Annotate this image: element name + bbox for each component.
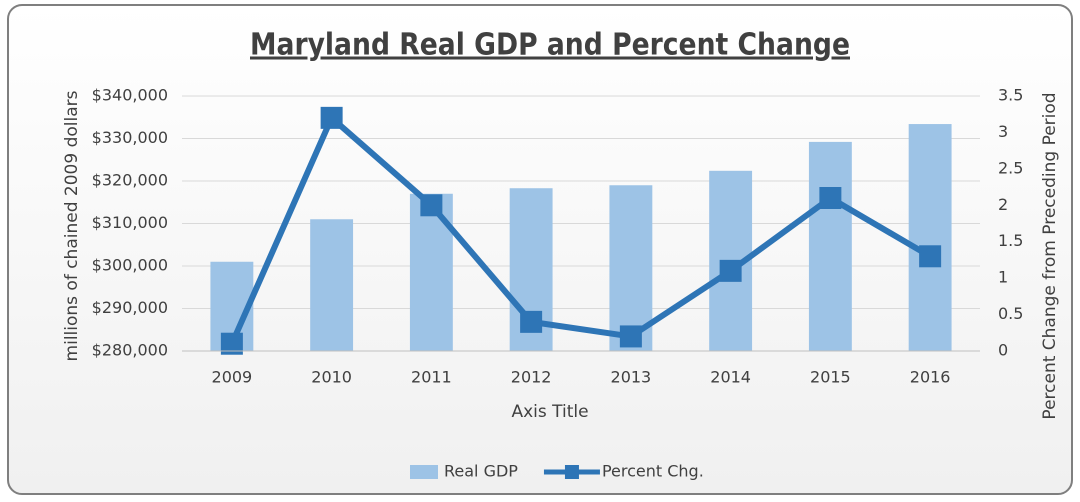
y2-tick-label: 3.5 — [998, 86, 1023, 105]
line-marker — [520, 310, 543, 333]
line-marker — [819, 187, 842, 209]
line-marker — [320, 106, 343, 129]
x-tick-label: 2012 — [511, 368, 552, 387]
y2-tick-label: 0.5 — [998, 304, 1023, 323]
bar — [409, 193, 453, 351]
y-tick-label: $300,000 — [92, 256, 168, 275]
legend-label: Real GDP — [444, 462, 518, 481]
y-tick-label: $330,000 — [92, 128, 168, 147]
bar — [908, 124, 952, 351]
x-tick-label: 2016 — [910, 368, 951, 387]
y2-tick-label: 1.5 — [998, 231, 1023, 250]
line-marker — [919, 245, 942, 268]
y2-tick-label: 3 — [998, 122, 1008, 141]
legend-swatch — [564, 465, 579, 479]
x-tick-label: 2009 — [212, 368, 253, 387]
x-tick-label: 2013 — [611, 368, 652, 387]
legend-label: Percent Chg. — [602, 462, 704, 481]
y-tick-label: $280,000 — [92, 341, 168, 360]
line-marker — [619, 325, 642, 348]
y-tick-label: $340,000 — [92, 86, 168, 105]
x-tick-label: 2015 — [810, 368, 851, 387]
chart-title: Maryland Real GDP and Percent Change — [250, 28, 850, 63]
line-marker — [220, 332, 243, 355]
y2-tick-label: 2 — [998, 195, 1008, 214]
bar — [808, 141, 852, 351]
y-axis-title: millions of chained 2009 dollars — [62, 90, 82, 361]
x-axis-title: Axis Title — [511, 402, 588, 422]
y-tick-label: $290,000 — [92, 298, 168, 317]
x-tick-label: 2010 — [311, 368, 352, 387]
y-tick-label: $310,000 — [92, 213, 168, 232]
line-marker — [420, 194, 443, 217]
y2-axis-title: Percent Change from Preceding Period — [1040, 92, 1060, 419]
y-tick-label: $320,000 — [92, 171, 168, 190]
y2-tick-label: 0 — [998, 341, 1008, 360]
line — [229, 114, 932, 345]
bar — [609, 185, 653, 351]
line-marker — [719, 259, 742, 282]
y2-tick-label: 2.5 — [998, 158, 1023, 177]
x-tick-label: 2014 — [710, 368, 751, 387]
x-tick-label: 2011 — [411, 368, 452, 387]
y2-tick-label: 1 — [998, 268, 1008, 287]
bar — [310, 219, 354, 351]
legend-swatch — [410, 465, 438, 479]
